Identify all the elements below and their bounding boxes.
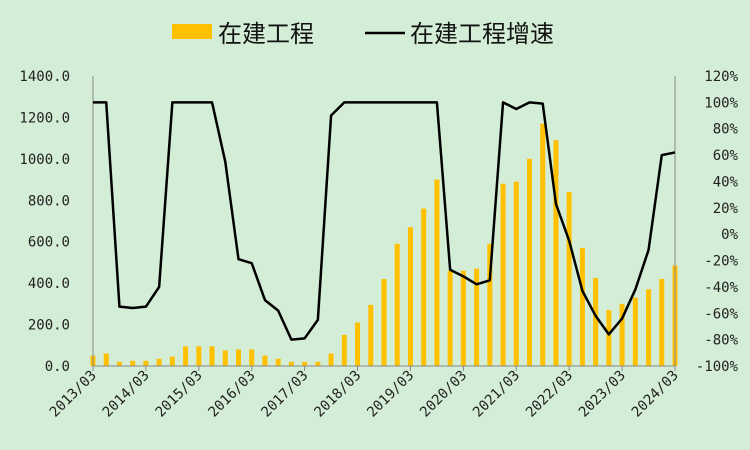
x-tick-label: 2023/03: [576, 368, 629, 421]
bar-2017/06: [315, 361, 321, 366]
bar-2023/06: [632, 297, 638, 366]
bar-2014/09: [169, 356, 175, 366]
y-tick-label: 800.0: [28, 193, 70, 209]
y-axis-right-ticks: -100% -80% -60% -40% -20% 0% 20% 40% 60% 80% 100% 1…: [696, 69, 739, 375]
bar-2015/03: [196, 346, 202, 366]
bar-2021/03: [513, 181, 519, 366]
y2-tick-label: -40%: [704, 280, 738, 296]
y2-tick-label: -60%: [704, 306, 738, 322]
bar-2014/12: [183, 346, 189, 366]
y2-tick-label: -80%: [704, 333, 738, 349]
growth-rate-line: [93, 101, 676, 341]
x-tick-label: 2018/03: [311, 368, 364, 421]
bar-2016/09: [275, 358, 281, 366]
y2-tick-label: -20%: [704, 254, 738, 270]
bar-2015/09: [222, 350, 228, 366]
x-axis-ticks: 2013/03 2014/03 2015/03 2016/03 2017/03 2018/…: [47, 366, 682, 421]
legend-swatch-bar: [172, 24, 212, 39]
bar-2023/09: [646, 289, 652, 366]
bar-2017/03: [302, 361, 308, 366]
bar-2016/03: [249, 349, 255, 366]
bar-2022/06: [579, 247, 585, 366]
x-tick-label: 2024/03: [629, 368, 682, 421]
bar-2018/06: [368, 304, 374, 366]
x-tick-label: 2013/03: [47, 368, 100, 421]
x-tick-label: 2020/03: [417, 368, 470, 421]
bar-2020/12: [500, 183, 506, 366]
x-tick-label: 2016/03: [206, 368, 259, 421]
y-tick-label: 1400.0: [19, 69, 70, 85]
bar-2019/06: [421, 208, 427, 366]
y2-tick-label: 120%: [704, 69, 738, 85]
legend: 在建工程 在建工程增速: [172, 20, 554, 48]
bar-2020/03: [460, 270, 466, 366]
y-tick-label: 200.0: [28, 318, 70, 334]
bar-2017/09: [328, 353, 334, 366]
bar-2013/06: [103, 353, 109, 366]
bar-2019/03: [407, 227, 413, 366]
bar-2015/12: [236, 349, 241, 366]
bar-2020/06: [474, 268, 480, 366]
bar-2013/12: [130, 360, 136, 366]
line-series: [93, 101, 676, 341]
bar-2021/06: [527, 158, 532, 366]
y2-tick-label: 100%: [704, 95, 738, 111]
bar-2019/09: [434, 179, 440, 366]
legend-label-line: 在建工程增速: [410, 20, 554, 48]
bar-2021/12: [553, 140, 559, 366]
y-tick-label: 1200.0: [19, 110, 70, 126]
x-tick-label: 2021/03: [470, 368, 523, 421]
x-tick-label: 2019/03: [364, 368, 417, 421]
y-axis-left-ticks: 0.0 200.0 400.0 600.0 800.0 1000.0 1200.0 1400.…: [19, 69, 70, 375]
y-tick-label: 400.0: [28, 276, 70, 292]
x-tick-label: 2014/03: [100, 368, 153, 421]
y-tick-label: 600.0: [28, 235, 70, 251]
bar-2015/06: [209, 346, 215, 366]
bar-2016/06: [262, 355, 268, 366]
y2-tick-label: 40%: [713, 174, 739, 190]
y2-tick-label: 80%: [713, 122, 739, 138]
bar-series: [90, 123, 678, 366]
bar-2018/03: [355, 322, 361, 366]
bar-2022/12: [606, 310, 612, 366]
y2-tick-label: 60%: [713, 148, 739, 164]
bar-2020/09: [487, 243, 493, 366]
bar-2018/12: [394, 243, 400, 366]
y-tick-label: 0.0: [45, 359, 70, 375]
bar-2016/12: [288, 361, 294, 366]
y2-tick-label: 20%: [713, 201, 739, 217]
bar-2017/12: [341, 334, 347, 366]
bar-2013/09: [116, 361, 122, 366]
y2-tick-label: 0%: [721, 227, 738, 243]
x-tick-label: 2017/03: [258, 368, 311, 421]
bar-2021/09: [540, 123, 546, 366]
bar-2014/06: [156, 358, 162, 366]
bar-2022/09: [593, 277, 599, 366]
bar-2023/12: [659, 279, 665, 366]
bar-2014/03: [143, 360, 149, 366]
x-tick-label: 2022/03: [523, 368, 576, 421]
bar-2018/09: [381, 279, 387, 366]
bar-2022/03: [566, 192, 572, 366]
bar-2023/03: [619, 303, 625, 366]
axes: [92, 76, 676, 367]
y2-tick-label: -100%: [696, 359, 739, 375]
y-tick-label: 1000.0: [19, 152, 70, 168]
bar-2019/12: [447, 270, 453, 366]
legend-label-bar: 在建工程: [218, 20, 314, 48]
x-tick-label: 2015/03: [153, 368, 206, 421]
